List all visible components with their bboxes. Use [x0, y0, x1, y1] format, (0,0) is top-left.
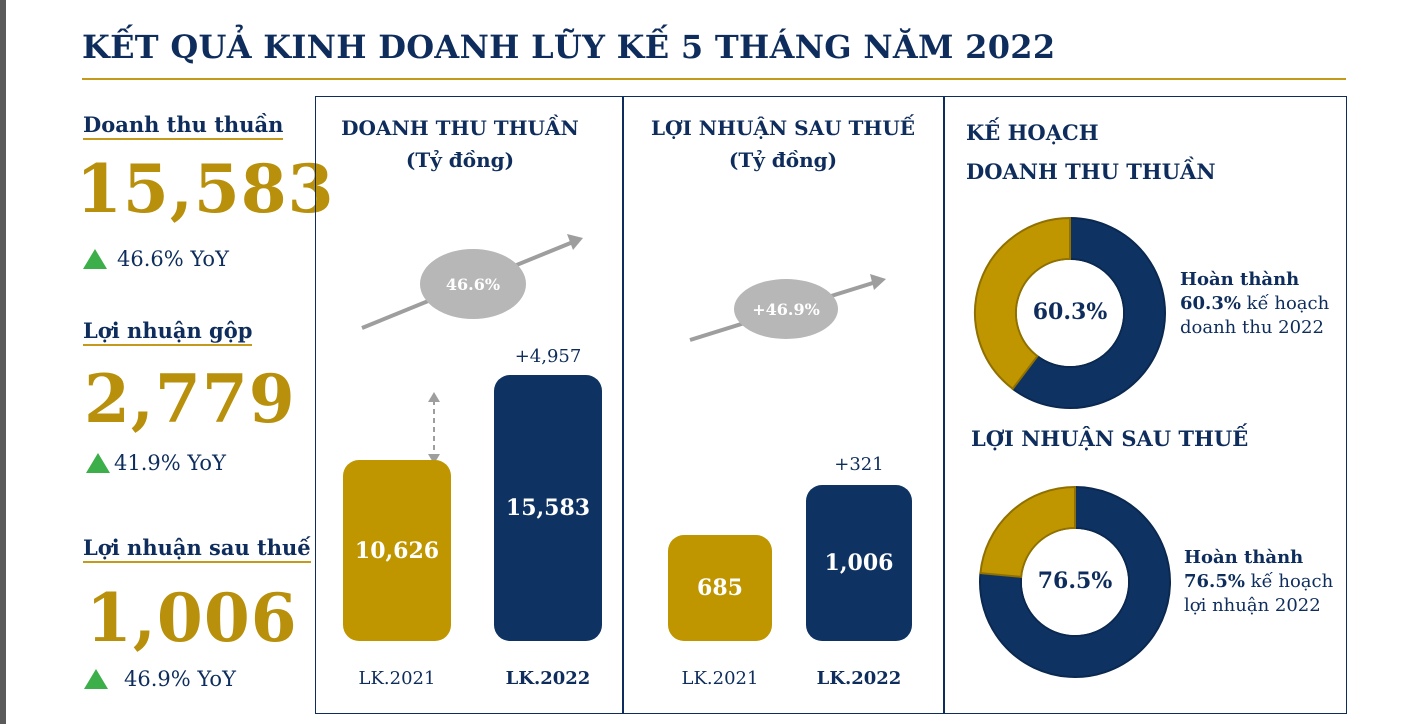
kpi-net-profit-value: 1,006	[86, 579, 298, 657]
arrow-head-icon	[567, 234, 583, 250]
profit-plan-note-text1: kế hoạch	[1244, 571, 1334, 592]
plan-panel	[944, 96, 1347, 714]
arrow-down-icon	[428, 454, 440, 464]
profit-panel-title: LỢI NHUẬN SAU THUẾ (Tỷ đồng)	[624, 112, 942, 176]
revenue-diff-arrow	[428, 392, 440, 464]
profit-plan-note-text2: lợi nhuận 2022	[1184, 595, 1321, 616]
profit-plan-center-label: 76.5%	[1037, 568, 1113, 594]
bar-lk-2021: 10,626	[343, 460, 451, 641]
donut-remaining-slice	[979, 485, 1076, 579]
profit-panel-title-line2: (Tỷ đồng)	[728, 148, 838, 172]
kpi-revenue-value: 15,583	[76, 150, 335, 228]
profit-plan-note-heading: Hoàn thành	[1184, 547, 1304, 568]
revenue-delta-label: +4,957	[514, 346, 582, 367]
profit-plan-note: Hoàn thành 76.5% kế hoạch lợi nhuận 2022	[1184, 546, 1333, 618]
revenue-plan-note-text2: doanh thu 2022	[1180, 317, 1324, 338]
revenue-plan-note: Hoàn thành 60.3% kế hoạch doanh thu 2022	[1180, 268, 1329, 340]
donut-completed-slice	[1011, 216, 1166, 409]
window-edge	[0, 0, 6, 724]
revenue-panel-title: DOANH THU THUẦN (Tỷ đồng)	[315, 112, 605, 176]
bar-value-label: 1,006	[824, 550, 894, 576]
revenue-xlabel-2022: LK.2022	[505, 668, 591, 689]
donut-hole	[1017, 260, 1123, 366]
donut-completed-slice	[979, 485, 1171, 678]
arrow-up-icon	[428, 392, 440, 402]
revenue-plan-note-pct: 60.3%	[1180, 293, 1241, 314]
bar-value-label: 15,583	[505, 495, 591, 521]
kpi-gross-profit-yoy-text: 41.9% YoY	[114, 451, 226, 475]
bar-value-label: 685	[697, 575, 743, 601]
revenue-growth-pill: 46.6%	[420, 249, 526, 319]
profit-panel-title-line1: LỢI NHUẬN SAU THUẾ	[650, 116, 915, 140]
donut-remaining-slice	[974, 216, 1071, 391]
kpi-gross-profit-yoy: 41.9% YoY	[86, 451, 226, 475]
revenue-panel-title-line1: DOANH THU THUẦN	[341, 116, 579, 140]
revenue-panel-title-line2: (Tỷ đồng)	[405, 148, 515, 172]
revenue-plan-donut	[974, 216, 1166, 409]
arrow-head-icon	[870, 274, 886, 290]
up-triangle-icon	[84, 669, 108, 689]
kpi-gross-profit-label: Lợi nhuận gộp	[83, 318, 253, 346]
revenue-plan-note-text1: kế hoạch	[1240, 293, 1330, 314]
revenue-plan-note-heading: Hoàn thành	[1180, 269, 1300, 290]
kpi-revenue-label: Doanh thu thuần	[83, 112, 284, 140]
bar-lk-2022: 1,006	[806, 485, 912, 641]
plan-title-line1: KẾ HOẠCH	[966, 120, 1099, 145]
profit-panel	[622, 96, 944, 714]
profit-plan-title: LỢI NHUẬN SAU THUẾ	[971, 426, 1249, 451]
page-title: KẾT QUẢ KINH DOANH LŨY KẾ 5 THÁNG NĂM 20…	[82, 28, 1056, 66]
profit-plan-donut	[979, 485, 1171, 678]
kpi-revenue-yoy: 46.6% YoY	[83, 247, 229, 271]
bar-lk-2021: 685	[668, 535, 772, 641]
bar-value-label: 10,626	[354, 537, 440, 564]
profit-growth-pill: +46.9%	[734, 279, 838, 339]
up-triangle-icon	[86, 453, 110, 473]
bar-lk-2022: 15,583	[494, 375, 602, 641]
plan-title-line2: DOANH THU THUẦN	[966, 159, 1216, 184]
kpi-gross-profit-value: 2,779	[84, 360, 296, 438]
kpi-net-profit-yoy: 46.9% YoY	[84, 667, 236, 691]
revenue-xlabel-2021: LK.2021	[358, 668, 436, 689]
profit-xlabel-2022: LK.2022	[816, 668, 902, 689]
revenue-panel	[315, 96, 624, 714]
kpi-net-profit-yoy-text: 46.9% YoY	[124, 667, 236, 691]
profit-plan-note-pct: 76.5%	[1184, 571, 1245, 592]
kpi-net-profit-label: Lợi nhuận sau thuế	[83, 535, 311, 563]
profit-delta-label: +321	[834, 454, 884, 475]
up-triangle-icon	[83, 249, 107, 269]
donut-hole	[1022, 529, 1128, 635]
revenue-plan-center-label: 60.3%	[1032, 299, 1108, 325]
profit-xlabel-2021: LK.2021	[681, 668, 759, 689]
title-divider	[82, 78, 1346, 80]
kpi-revenue-yoy-text: 46.6% YoY	[117, 247, 229, 271]
